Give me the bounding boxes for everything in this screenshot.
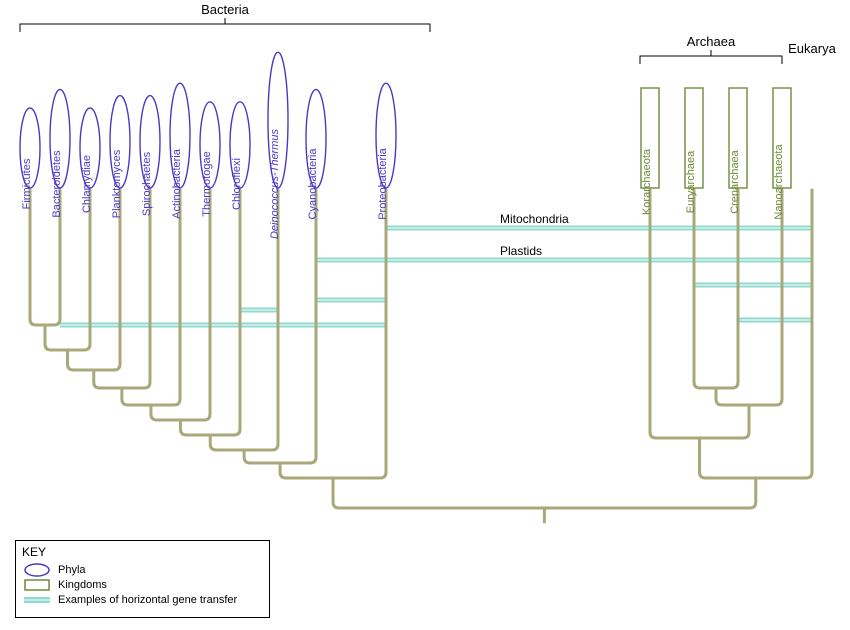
- svg-text:Bacteria: Bacteria: [201, 2, 249, 17]
- svg-text:Chloroflexi: Chloroflexi: [231, 158, 243, 210]
- svg-text:Korarchaeota: Korarchaeota: [641, 148, 653, 215]
- svg-text:Spirochaetes: Spirochaetes: [141, 151, 153, 216]
- hgt-layer: Mitochondria Plastids: [60, 212, 812, 325]
- svg-text:Cyanobacteria: Cyanobacteria: [307, 148, 319, 220]
- svg-text:Deinococcus-Thermus: Deinococcus-Thermus: [269, 128, 281, 239]
- legend: KEY Phyla Kingdoms Examples of horizonta…: [15, 540, 270, 618]
- legend-row-kingdoms: Kingdoms: [22, 577, 263, 592]
- svg-text:Actinobacteria: Actinobacteria: [171, 148, 183, 219]
- svg-text:Planktomyces: Planktomyces: [111, 149, 123, 218]
- svg-text:Plastids: Plastids: [500, 244, 542, 258]
- svg-text:Archaea: Archaea: [687, 34, 736, 49]
- svg-text:Thermotogae: Thermotogae: [201, 151, 213, 216]
- svg-text:Proteobacteria: Proteobacteria: [377, 147, 389, 219]
- svg-text:Eukarya: Eukarya: [788, 41, 836, 56]
- svg-text:Crenarchaea: Crenarchaea: [729, 149, 741, 213]
- legend-row-hgt: Examples of horizontal gene transfer: [22, 592, 263, 607]
- svg-text:Nanoarchaeota: Nanoarchaeota: [773, 144, 785, 220]
- svg-text:Mitochondria: Mitochondria: [500, 212, 569, 226]
- svg-text:Chlamydiae: Chlamydiae: [81, 155, 93, 213]
- legend-row-phyla: Phyla: [22, 562, 263, 577]
- svg-text:Firmicutes: Firmicutes: [21, 158, 33, 209]
- svg-text:Bacteroidetes: Bacteroidetes: [51, 150, 63, 218]
- svg-text:Euryarchaea: Euryarchaea: [685, 150, 697, 213]
- tree-layer: [30, 190, 812, 522]
- phylogeny-diagram: Bacteria Archaea Eukarya Mitochondria Plasti…: [0, 0, 850, 630]
- legend-title: KEY: [22, 545, 263, 559]
